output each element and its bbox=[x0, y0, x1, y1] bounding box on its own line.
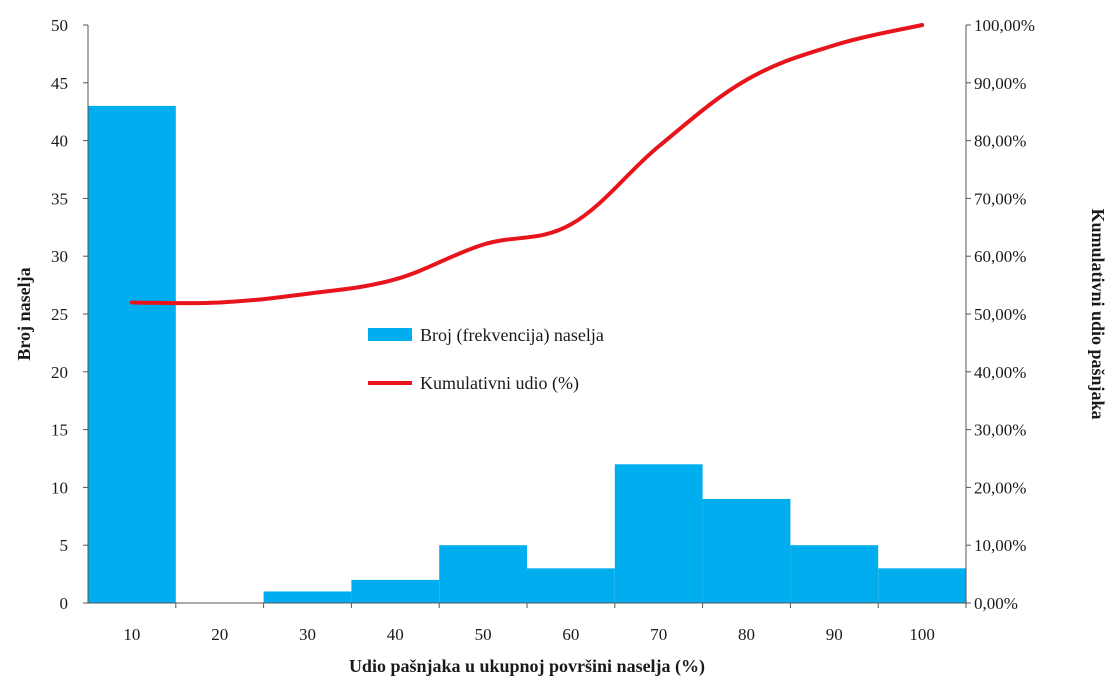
x-tick-label: 100 bbox=[909, 625, 935, 644]
left-axis-ticks: 0 5 10 15 20 25 30 35 40 45 50 bbox=[51, 16, 88, 613]
y2-tick-label: 30,00% bbox=[974, 421, 1026, 440]
right-axis-ticks: 0,00% 10,00% 20,00% 30,00% 40,00% 50,00% 60,00… bbox=[966, 16, 1035, 613]
x-axis-title: Udio pašnjaka u ukupnoj površini naselja… bbox=[349, 656, 705, 677]
y2-tick-label: 90,00% bbox=[974, 74, 1026, 93]
bar bbox=[527, 568, 615, 603]
y2-tick-label: 80,00% bbox=[974, 132, 1026, 151]
bar bbox=[439, 545, 527, 603]
legend-label-bars: Broj (frekvencija) naselja bbox=[420, 325, 604, 346]
y2-tick-label: 40,00% bbox=[974, 363, 1026, 382]
bar bbox=[614, 464, 703, 603]
y-tick-label: 0 bbox=[60, 594, 69, 613]
y2-tick-label: 10,00% bbox=[974, 536, 1026, 555]
y2-tick-label: 20,00% bbox=[974, 478, 1026, 497]
y-tick-label: 15 bbox=[51, 421, 68, 440]
x-tick-label: 50 bbox=[475, 625, 492, 644]
y-tick-label: 50 bbox=[51, 16, 68, 35]
legend: Broj (frekvencija) naselja Kumulativni u… bbox=[368, 325, 604, 394]
bar bbox=[878, 568, 966, 603]
y-tick-label: 25 bbox=[51, 305, 68, 324]
x-tick-label: 40 bbox=[387, 625, 404, 644]
y2-tick-label: 100,00% bbox=[974, 16, 1035, 35]
x-axis-ticks: 10 20 30 40 50 60 70 80 90 100 bbox=[123, 603, 967, 644]
bar bbox=[790, 545, 879, 603]
y-tick-label: 10 bbox=[51, 478, 68, 497]
x-tick-label: 30 bbox=[299, 625, 316, 644]
y-tick-label: 30 bbox=[51, 247, 68, 266]
legend-label-line: Kumulativni udio (%) bbox=[420, 373, 579, 394]
bar bbox=[702, 498, 791, 603]
legend-swatch-bars bbox=[368, 328, 412, 341]
y2-tick-label: 50,00% bbox=[974, 305, 1026, 324]
y-axis-title: Broj naselja bbox=[14, 267, 34, 360]
y2-tick-label: 60,00% bbox=[974, 247, 1026, 266]
y2-axis-title: Kumulativni udio pašnjaka bbox=[1088, 208, 1107, 419]
y-tick-label: 45 bbox=[51, 74, 68, 93]
y-tick-label: 20 bbox=[51, 363, 68, 382]
bar bbox=[351, 579, 440, 603]
y-tick-label: 40 bbox=[51, 132, 68, 151]
bar-series bbox=[88, 105, 966, 604]
x-tick-label: 90 bbox=[826, 625, 843, 644]
y2-tick-label: 70,00% bbox=[974, 189, 1026, 208]
x-tick-label: 20 bbox=[211, 625, 228, 644]
bar bbox=[263, 591, 352, 603]
x-tick-label: 60 bbox=[562, 625, 579, 644]
y-tick-label: 35 bbox=[51, 189, 68, 208]
x-tick-label: 80 bbox=[738, 625, 755, 644]
x-tick-label: 70 bbox=[650, 625, 667, 644]
cumulative-line bbox=[129, 23, 925, 306]
x-tick-label: 10 bbox=[123, 625, 140, 644]
bar bbox=[88, 105, 176, 604]
y2-tick-label: 0,00% bbox=[974, 594, 1018, 613]
y-tick-label: 5 bbox=[60, 536, 69, 555]
